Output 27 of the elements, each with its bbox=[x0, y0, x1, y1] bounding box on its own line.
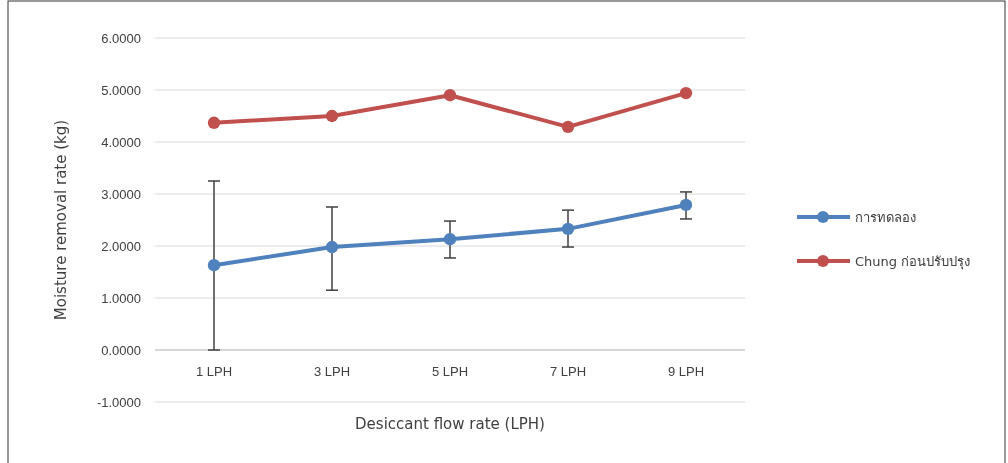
x-tick-label: 1 LPH bbox=[195, 364, 233, 380]
y-tick-label: 5.0000 bbox=[101, 82, 141, 98]
x-axis-title: Desiccant flow rate (LPH) bbox=[355, 415, 545, 433]
point bbox=[679, 198, 693, 212]
point bbox=[561, 222, 575, 236]
x-tick-label: 3 LPH bbox=[313, 364, 351, 380]
x-tick-label: 5 LPH bbox=[431, 364, 469, 380]
legend-label: การทดลอง bbox=[855, 210, 916, 225]
point bbox=[207, 259, 221, 272]
x-tick-label: 7 LPH bbox=[549, 364, 587, 380]
point bbox=[443, 89, 457, 102]
y-tick-label: -1.0000 bbox=[96, 394, 141, 410]
x-tick-label: 9 LPH bbox=[667, 364, 705, 380]
y-tick-label: 0.0000 bbox=[101, 342, 141, 358]
point bbox=[325, 109, 339, 123]
y-tick-label: 2.0000 bbox=[101, 238, 141, 254]
y-tick-label: 6.0000 bbox=[101, 30, 141, 46]
y-tick-label: 4.0000 bbox=[101, 134, 141, 150]
point bbox=[561, 120, 575, 134]
y-axis-title: Moisture removal rate (kg) bbox=[52, 119, 70, 321]
point bbox=[207, 116, 221, 129]
point bbox=[443, 233, 457, 246]
point bbox=[325, 240, 339, 254]
legend-label: Chung ก่อนปรับปรุง bbox=[855, 254, 971, 270]
y-tick-label: 3.0000 bbox=[101, 186, 141, 202]
point bbox=[679, 86, 693, 100]
y-tick-label: 1.0000 bbox=[101, 290, 141, 306]
